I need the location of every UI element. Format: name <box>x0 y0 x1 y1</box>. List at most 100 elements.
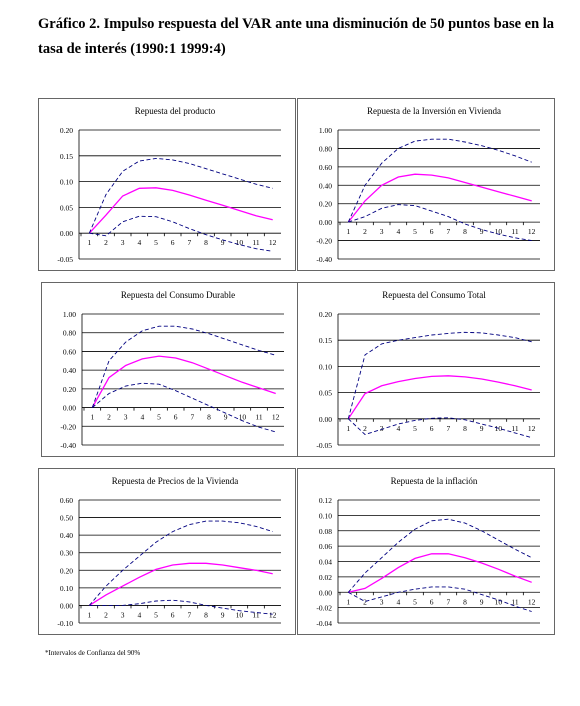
y-tick-label: 0.20 <box>63 385 76 394</box>
x-tick-label: 4 <box>396 227 400 236</box>
x-tick-label: 2 <box>104 238 108 247</box>
y-tick-label: 0.30 <box>60 549 73 558</box>
y-tick-label: 0.60 <box>319 163 332 172</box>
y-tick-label: 0.60 <box>63 347 76 356</box>
y-tick-label: 0.10 <box>60 584 73 593</box>
y-tick-label: 0.40 <box>319 181 332 190</box>
x-tick-label: 1 <box>87 610 91 619</box>
chart-panel-precios-vivienda: Repuesta de Precios de la Vivienda 0.60 0.… <box>38 468 296 635</box>
y-tick-label: 0.10 <box>319 511 332 520</box>
y-tick-label: 0.15 <box>319 336 332 345</box>
series-upper-band-line <box>347 138 532 223</box>
x-tick-label: 1 <box>346 227 350 236</box>
x-tick-label: 2 <box>363 597 367 606</box>
x-tick-label: 6 <box>430 227 434 236</box>
x-tick-label: 3 <box>380 424 384 433</box>
y-tick-label: 0.80 <box>319 144 332 153</box>
x-tick-label: 4 <box>396 424 400 433</box>
chart-precios-vivienda: Repuesta de Precios de la Vivienda 0.60 0.… <box>57 476 281 628</box>
y-tick-label: 0.20 <box>319 200 332 209</box>
x-tick-label: 6 <box>174 413 178 422</box>
x-tick-label: 9 <box>480 424 484 433</box>
x-tick-label: 12 <box>272 413 280 422</box>
x-tick-label: 2 <box>363 424 367 433</box>
x-tick-label: 2 <box>107 413 111 422</box>
x-tick-label: 9 <box>480 227 484 236</box>
x-tick-label: 6 <box>430 424 434 433</box>
x-tick-label: 8 <box>463 424 467 433</box>
series-upper-band-line <box>88 157 273 234</box>
y-tick-label: 0.15 <box>60 152 73 161</box>
y-tick-label: 0.05 <box>60 203 73 212</box>
y-tick-label: -0.04 <box>316 619 332 628</box>
y-tick-label: 0.00 <box>319 218 332 227</box>
x-tick-label: 8 <box>207 413 211 422</box>
x-tick-label: 2 <box>363 227 367 236</box>
x-tick-label: 10 <box>495 597 503 606</box>
x-tick-label: 4 <box>396 597 400 606</box>
x-tick-label: 2 <box>104 610 108 619</box>
x-tick-label: 9 <box>221 610 225 619</box>
chart-panel-inversion-vivienda: Repuesta de la Inversión en Vivienda 1.00… <box>297 98 555 271</box>
chart-title: Repuesta de la inflación <box>391 476 478 486</box>
y-tick-label: 0.10 <box>60 178 73 187</box>
x-tick-label: 5 <box>154 238 158 247</box>
y-tick-label: 0.20 <box>319 310 332 319</box>
chart-title: Repuesta del Consumo Total <box>382 290 486 300</box>
y-tick-label: 0.20 <box>60 126 73 135</box>
x-tick-label: 10 <box>495 227 503 236</box>
x-tick-label: 7 <box>187 238 191 247</box>
y-tick-label: 0.06 <box>319 542 332 551</box>
y-tick-label: 0.10 <box>319 362 332 371</box>
series-response-line <box>347 375 532 420</box>
x-tick-label: 1 <box>346 424 350 433</box>
series-response-line <box>348 553 532 593</box>
x-tick-label: 10 <box>239 413 247 422</box>
x-tick-label: 12 <box>528 227 536 236</box>
y-tick-label: -0.20 <box>316 237 332 246</box>
x-tick-label: 4 <box>140 413 144 422</box>
series-upper-band-line <box>347 331 532 419</box>
y-tick-label: -0.02 <box>316 604 332 613</box>
x-tick-label: 7 <box>190 413 194 422</box>
y-tick-label: 0.50 <box>60 514 73 523</box>
y-tick-label: 1.00 <box>63 310 76 319</box>
x-tick-label: 12 <box>528 597 536 606</box>
x-tick-label: 3 <box>380 597 384 606</box>
x-tick-label: 5 <box>413 227 417 236</box>
x-tick-label: 9 <box>221 238 225 247</box>
x-tick-label: 3 <box>121 610 125 619</box>
y-tick-label: 0.00 <box>319 415 332 424</box>
chart-title: Repuesta de la Inversión en Vivienda <box>367 106 501 116</box>
y-tick-label: 0.00 <box>319 588 332 597</box>
x-tick-label: 8 <box>204 610 208 619</box>
x-tick-label: 1 <box>90 413 94 422</box>
page-title: Gráfico 2. Impulso respuesta del VAR ant… <box>38 16 555 57</box>
series-upper-band-line <box>347 518 532 593</box>
x-tick-label: 5 <box>154 610 158 619</box>
x-tick-label: 10 <box>236 610 244 619</box>
x-tick-label: 12 <box>269 610 277 619</box>
y-tick-label: 0.40 <box>60 531 73 540</box>
series-upper-band-line <box>88 520 273 606</box>
y-tick-label: 0.00 <box>63 404 76 413</box>
x-tick-label: 10 <box>236 238 244 247</box>
x-tick-label: 5 <box>413 597 417 606</box>
x-tick-label: 1 <box>346 597 350 606</box>
y-tick-label: 0.00 <box>60 229 73 238</box>
series-lower-band-line <box>348 586 532 612</box>
chart-title: Repuesta del Consumo Durable <box>121 290 235 300</box>
x-tick-label: 7 <box>446 424 450 433</box>
y-tick-label: 0.20 <box>60 566 73 575</box>
chart-consumo-durable: Repuesta del Consumo Durable 1.00 0.80 0.60… <box>60 290 284 450</box>
x-tick-label: 11 <box>252 610 259 619</box>
x-tick-label: 6 <box>430 597 434 606</box>
chart-inflacion: Repuesta de la inflación 0.12 0.10 0.08 0.06… <box>316 476 540 628</box>
chart-consumo-total: Repuesta del Consumo Total 0.20 0.15 0.10 0.… <box>316 290 540 450</box>
y-tick-label: 0.40 <box>63 366 76 375</box>
x-tick-label: 12 <box>528 424 536 433</box>
x-tick-label: 8 <box>463 227 467 236</box>
series-lower-band-line <box>347 417 532 439</box>
x-tick-label: 3 <box>124 413 128 422</box>
x-tick-label: 5 <box>157 413 161 422</box>
